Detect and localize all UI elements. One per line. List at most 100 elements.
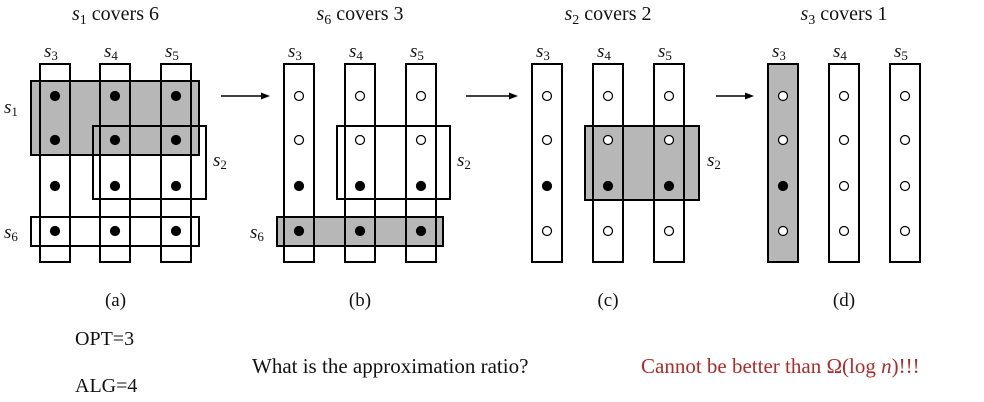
element-dot-0-0-3 <box>49 225 61 237</box>
column-label-1-2: s5 <box>410 41 424 63</box>
panel-title-sub-1: 6 <box>324 13 331 28</box>
element-dot-1-2-3 <box>415 225 427 237</box>
element-dot-1-0-1 <box>293 134 305 146</box>
row-label-s2-c-set: s <box>707 150 714 171</box>
column-label-3-2-sub: 5 <box>901 48 908 63</box>
panel-caption-3: (d) <box>833 290 855 311</box>
column-label-3-0: s3 <box>772 41 786 63</box>
row-label-s6-a-sub: 6 <box>11 229 18 244</box>
panel-title-1: s6 covers 3 <box>317 3 404 28</box>
panel-caption-0: (a) <box>105 290 126 311</box>
element-dot-0-0-1 <box>49 134 61 146</box>
set-s2-rect-b <box>336 125 451 200</box>
element-dot-3-2-2 <box>899 180 911 192</box>
column-label-3-1-sub: 4 <box>840 48 847 63</box>
panel-title-set-0: s <box>72 3 80 25</box>
element-dot-3-2-1 <box>899 134 911 146</box>
row-label-s2-b: s2 <box>457 150 471 172</box>
element-dot-3-2-0 <box>899 90 911 102</box>
row-label-s2-b-set: s <box>457 150 464 171</box>
element-dot-3-0-3 <box>777 225 789 237</box>
panel-title-set-3: s <box>801 3 809 25</box>
column-label-0-1-sub: 4 <box>111 48 118 63</box>
column-label-3-0-sub: 3 <box>779 48 786 63</box>
column-label-1-1-set: s <box>349 41 356 62</box>
answer-omega: Ω(log <box>826 354 882 378</box>
answer-prefix: Cannot be better than <box>641 354 827 378</box>
column-label-0-1-set: s <box>104 41 111 62</box>
column-label-0-0-set: s <box>44 41 51 62</box>
row-label-s2-a: s2 <box>213 150 227 172</box>
opt-label: OPT=3 <box>75 328 135 350</box>
column-label-3-0-set: s <box>772 41 779 62</box>
column-label-2-0: s3 <box>536 41 550 63</box>
column-label-2-2-set: s <box>658 41 665 62</box>
element-dot-0-1-3 <box>109 225 121 237</box>
element-dot-1-1-2 <box>354 180 366 192</box>
row-label-s2-c: s2 <box>707 150 721 172</box>
panel-title-sub-3: 3 <box>808 13 815 28</box>
row-label-s6-b-set: s <box>250 222 257 243</box>
column-label-3-2-set: s <box>894 41 901 62</box>
column-label-2-2: s5 <box>658 41 672 63</box>
element-dot-0-2-2 <box>170 180 182 192</box>
element-dot-1-2-0 <box>415 90 427 102</box>
element-dot-2-2-1 <box>663 134 675 146</box>
set-s6-rect-a <box>30 216 200 247</box>
column-label-2-0-sub: 3 <box>543 48 550 63</box>
element-dot-0-1-1 <box>109 134 121 146</box>
element-dot-1-2-2 <box>415 180 427 192</box>
element-dot-2-1-3 <box>602 225 614 237</box>
set-s2-rect-a <box>92 125 207 200</box>
element-dot-1-0-3 <box>293 225 305 237</box>
arrow-a-to-b-head <box>261 92 270 100</box>
element-dot-0-0-0 <box>49 90 61 102</box>
column-label-2-0-set: s <box>536 41 543 62</box>
column-outline-a-0 <box>39 63 71 263</box>
column-label-1-0: s3 <box>288 41 302 63</box>
element-dot-0-0-2 <box>49 180 61 192</box>
element-dot-2-1-0 <box>602 90 614 102</box>
column-label-0-2-set: s <box>165 41 172 62</box>
element-dot-2-0-1 <box>541 134 553 146</box>
row-label-s6-b: s6 <box>250 222 264 244</box>
panel-title-sub-0: 1 <box>80 13 87 28</box>
element-dot-2-0-3 <box>541 225 553 237</box>
element-dot-0-1-2 <box>109 180 121 192</box>
approximation-question: What is the approximation ratio? <box>252 354 529 378</box>
row-label-s1-set: s <box>4 97 11 118</box>
column-label-1-1-sub: 4 <box>356 48 363 63</box>
row-label-s2-a-set: s <box>213 150 220 171</box>
element-dot-3-1-3 <box>838 225 850 237</box>
row-label-s2-a-sub: 2 <box>220 157 227 172</box>
column-label-0-0-sub: 3 <box>51 48 58 63</box>
row-label-s6-a: s6 <box>4 222 18 244</box>
element-dot-2-0-0 <box>541 90 553 102</box>
column-label-3-1-set: s <box>833 41 840 62</box>
element-dot-1-1-3 <box>354 225 366 237</box>
element-dot-2-1-1 <box>602 134 614 146</box>
column-label-0-2-sub: 5 <box>172 48 179 63</box>
column-label-0-0: s3 <box>44 41 58 63</box>
panel-title-2: s2 covers 2 <box>565 3 652 28</box>
element-dot-1-1-0 <box>354 90 366 102</box>
panel-title-rest-1: covers 3 <box>331 3 403 25</box>
element-dot-1-0-0 <box>293 90 305 102</box>
column-label-2-1-set: s <box>597 41 604 62</box>
column-label-0-2: s5 <box>165 41 179 63</box>
row-label-s6-b-sub: 6 <box>257 229 264 244</box>
panel-title-set-1: s <box>317 3 325 25</box>
column-label-0-1: s4 <box>104 41 118 63</box>
column-label-2-1-sub: 4 <box>604 48 611 63</box>
set-s2-rect-c <box>584 125 700 201</box>
element-dot-3-0-0 <box>777 90 789 102</box>
panel-title-set-2: s <box>565 3 573 25</box>
element-dot-0-2-1 <box>170 134 182 146</box>
arrow-c-to-d-head <box>745 92 754 100</box>
column-label-1-2-set: s <box>410 41 417 62</box>
panel-title-sub-2: 2 <box>572 13 579 28</box>
column-label-2-2-sub: 5 <box>665 48 672 63</box>
element-dot-0-2-3 <box>170 225 182 237</box>
panel-title-0: s1 covers 6 <box>72 3 159 28</box>
